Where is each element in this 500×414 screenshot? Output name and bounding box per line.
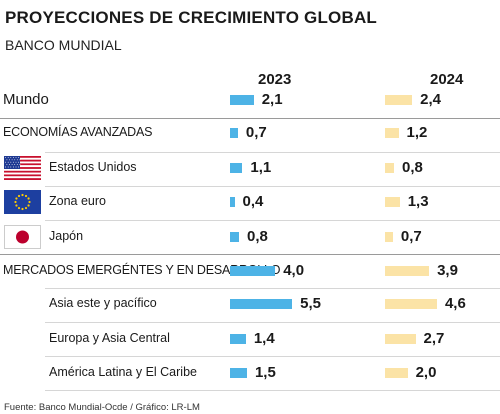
category-label: Zona euro [49,194,106,208]
value-label-2023: 0,8 [247,228,268,245]
row-divider [45,220,500,221]
row-divider [45,288,500,289]
bar-2024 [385,266,430,276]
row-divider [45,390,500,391]
bar-2023 [230,334,246,344]
category-label: Mundo [3,91,49,108]
value-label-2023: 0,4 [242,193,264,210]
bar-2023 [230,368,247,378]
row-divider [45,356,500,357]
bar-2024 [385,163,395,173]
bar-2024 [385,232,393,242]
category-label: Asia este y pacífico [49,296,157,310]
bar-2024 [385,128,399,138]
value-label-2023: 0,7 [245,124,267,141]
category-label: ECONOMÍAS AVANZADAS [3,125,153,139]
chart-subtitle: BANCO MUNDIAL [5,37,122,53]
bar-2024 [385,368,408,378]
bar-2023 [230,128,238,138]
bar-2024 [385,95,413,105]
row-divider [45,322,500,323]
value-label-2024: 2,7 [423,330,445,347]
bar-2023 [230,95,254,105]
bar-2024 [385,197,400,207]
value-label-2024: 2,0 [415,364,437,381]
bar-2023 [230,232,240,242]
value-label-2024: 1,3 [407,193,429,210]
bar-2024 [385,299,437,309]
row-divider [0,254,500,255]
eu-flag-icon [4,190,41,214]
row-divider [45,152,500,153]
japan-flag-icon [4,225,41,249]
category-label: Europa y Asia Central [49,331,170,345]
column-header-2023: 2023 [258,71,292,88]
value-label-2023: 1,1 [250,159,272,176]
category-label: América Latina y El Caribe [49,365,197,379]
value-label-2023: 4,0 [283,262,305,279]
bar-2023 [230,266,276,276]
bar-2023 [230,163,243,173]
value-label-2024: 0,8 [402,159,423,176]
value-label-2023: 1,5 [254,364,276,381]
value-label-2024: 1,2 [406,124,428,141]
category-label: Estados Unidos [49,160,137,174]
us-flag-icon [4,156,41,180]
value-label-2024: 4,6 [444,295,466,312]
row-divider [0,118,500,119]
bar-2024 [385,334,416,344]
value-label-2024: 2,4 [420,91,441,108]
value-label-2023: 2,1 [261,91,283,108]
category-label: MERCADOS EMERGÉNTES Y EN DESARROLLO [3,263,281,277]
row-divider [45,186,500,187]
source-note: Fuente: Banco Mundial-Ocde / Gráfico: LR… [4,402,200,413]
bar-2023 [230,299,293,309]
bar-2023 [230,197,235,207]
value-label-2023: 5,5 [300,295,321,312]
chart-title: PROYECCIONES DE CRECIMIENTO GLOBAL [5,8,378,27]
value-label-2023: 1,4 [253,330,275,347]
category-label: Japón [49,229,84,243]
value-label-2024: 3,9 [437,262,458,279]
column-header-2024: 2024 [430,71,464,88]
value-label-2024: 0,7 [400,228,422,245]
